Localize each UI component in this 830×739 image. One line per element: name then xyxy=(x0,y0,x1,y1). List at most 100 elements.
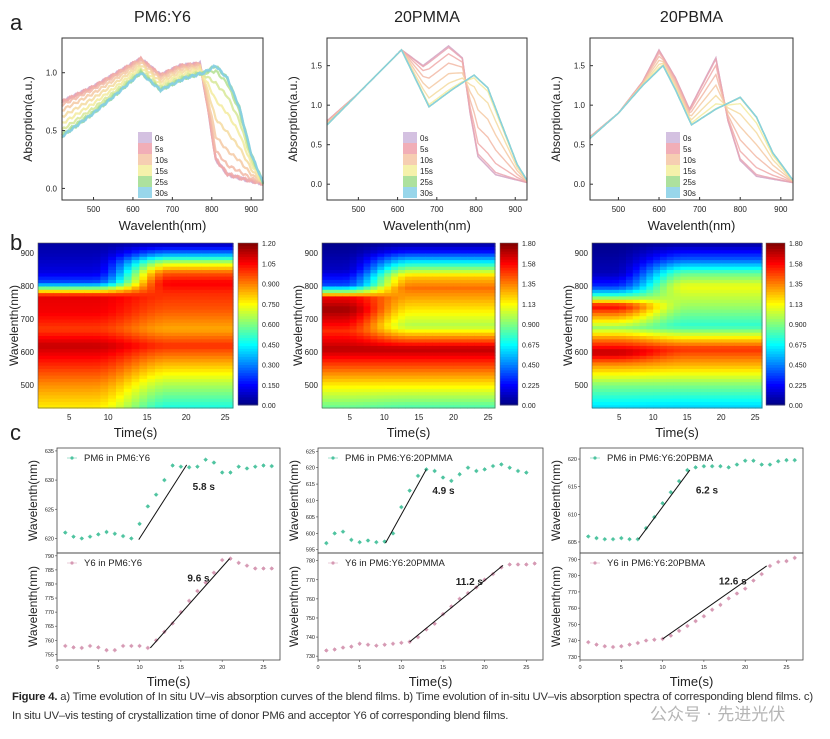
heatmap-cell xyxy=(377,351,385,356)
heatmap-cell xyxy=(186,325,195,330)
heatmap-cell xyxy=(225,351,234,356)
heatmap-cell xyxy=(349,325,358,330)
heatmap-cell xyxy=(92,358,101,363)
heatmap-cell xyxy=(666,404,675,409)
colorbar-segment xyxy=(500,348,518,352)
heatmap-cell xyxy=(45,292,55,297)
colorbar-segment xyxy=(766,337,785,341)
heatmap-cell xyxy=(349,381,358,386)
colorbar-segment xyxy=(500,326,518,330)
heatmap-cell xyxy=(209,322,218,327)
heatmap-cell xyxy=(349,259,358,264)
legend-label: 15s xyxy=(420,167,433,176)
heatmap-cell xyxy=(481,348,489,353)
heatmap-cell xyxy=(186,315,195,320)
legend-swatch xyxy=(138,154,152,165)
heatmap-cell xyxy=(741,266,749,270)
legend-swatch xyxy=(666,187,680,198)
heatmap-cell xyxy=(139,328,148,333)
heatmap-cell xyxy=(391,328,399,333)
heatmap-cell xyxy=(201,289,211,294)
heatmap-cell xyxy=(217,328,226,333)
heatmap-cell xyxy=(84,322,94,327)
heatmap-cell xyxy=(194,361,203,366)
heatmap-cell xyxy=(100,325,109,330)
heatmap-cell xyxy=(84,292,94,297)
heatmap-cell xyxy=(626,358,634,363)
x-tick-label: 600 xyxy=(391,205,405,214)
heatmap-cell xyxy=(38,391,47,396)
heatmap-cell xyxy=(123,292,133,297)
heatmap-cell xyxy=(598,378,607,383)
heatmap-cell xyxy=(342,368,351,373)
heatmap-cell xyxy=(481,279,489,284)
heatmap-cell xyxy=(92,328,101,333)
data-point xyxy=(219,557,225,563)
heatmap-cell xyxy=(707,342,715,346)
heatmap-cell xyxy=(432,332,441,336)
heatmap-cell xyxy=(646,322,654,327)
heatmap-cell xyxy=(370,361,378,366)
data-point-cross xyxy=(776,559,781,565)
heatmap-cell xyxy=(714,309,722,313)
data-point xyxy=(635,640,641,646)
colorbar-segment xyxy=(500,251,518,255)
heatmap-cell xyxy=(322,332,330,336)
data-point xyxy=(71,534,76,539)
heatmap-cell xyxy=(356,348,365,353)
heatmap-cell xyxy=(391,391,399,396)
heatmap-cell xyxy=(225,276,234,280)
heatmap-cell xyxy=(460,302,468,307)
x-tick-label: 500 xyxy=(612,205,626,214)
heatmap-cell xyxy=(734,342,743,346)
heatmap-cell xyxy=(612,312,620,317)
heatmap-cell xyxy=(687,378,695,383)
heatmap-cell xyxy=(632,249,641,254)
colorbar-segment xyxy=(766,329,785,333)
heatmap-cell xyxy=(92,243,101,247)
heatmap-cell xyxy=(626,328,634,333)
colorbar-segment xyxy=(766,380,785,384)
y-tick-label: 620 xyxy=(306,466,315,472)
heatmap-cell xyxy=(605,342,613,346)
heatmap-cell xyxy=(405,295,413,300)
heatmap-cell xyxy=(53,355,62,360)
heatmap-cell xyxy=(201,292,211,297)
heatmap-cell xyxy=(488,269,496,274)
heatmap-cell xyxy=(592,305,600,310)
data-point xyxy=(203,457,208,462)
colorbar-segment xyxy=(238,380,258,384)
heatmap-cell xyxy=(460,322,468,327)
heatmap-cell xyxy=(77,322,86,327)
heatmap-cell xyxy=(446,378,455,383)
heatmap-cell xyxy=(131,398,140,402)
heatmap-cell xyxy=(453,279,461,284)
heatmap-cell xyxy=(474,328,482,333)
data-point xyxy=(709,464,715,469)
heatmap-cell xyxy=(100,266,109,270)
colorbar-segment xyxy=(238,394,258,398)
data-point xyxy=(253,464,258,469)
heatmap-cell xyxy=(155,266,164,270)
heatmap-cell xyxy=(728,378,736,383)
heatmap-cell xyxy=(700,285,709,290)
heatmap-cell xyxy=(687,315,695,320)
heatmap-cell xyxy=(467,401,475,406)
heatmap-cell xyxy=(666,302,675,307)
heatmap-cell xyxy=(592,338,600,343)
heatmap-cell xyxy=(170,348,179,353)
heatmap-cell xyxy=(356,358,365,363)
heatmap-cell xyxy=(391,282,399,287)
heatmap-cell xyxy=(592,276,600,280)
colorbar-segment xyxy=(766,361,785,365)
heatmap-cell xyxy=(707,305,715,310)
heatmap-cell xyxy=(116,272,125,277)
heatmap-cell xyxy=(335,345,344,350)
heatmap-cell xyxy=(38,243,47,247)
data-point-cross xyxy=(742,458,748,463)
heatmap-cell xyxy=(646,269,654,274)
heatmap-cell xyxy=(418,266,427,270)
heatmap-cell xyxy=(411,351,420,356)
heatmap-cell xyxy=(755,371,763,376)
heatmap-cell xyxy=(632,282,641,287)
